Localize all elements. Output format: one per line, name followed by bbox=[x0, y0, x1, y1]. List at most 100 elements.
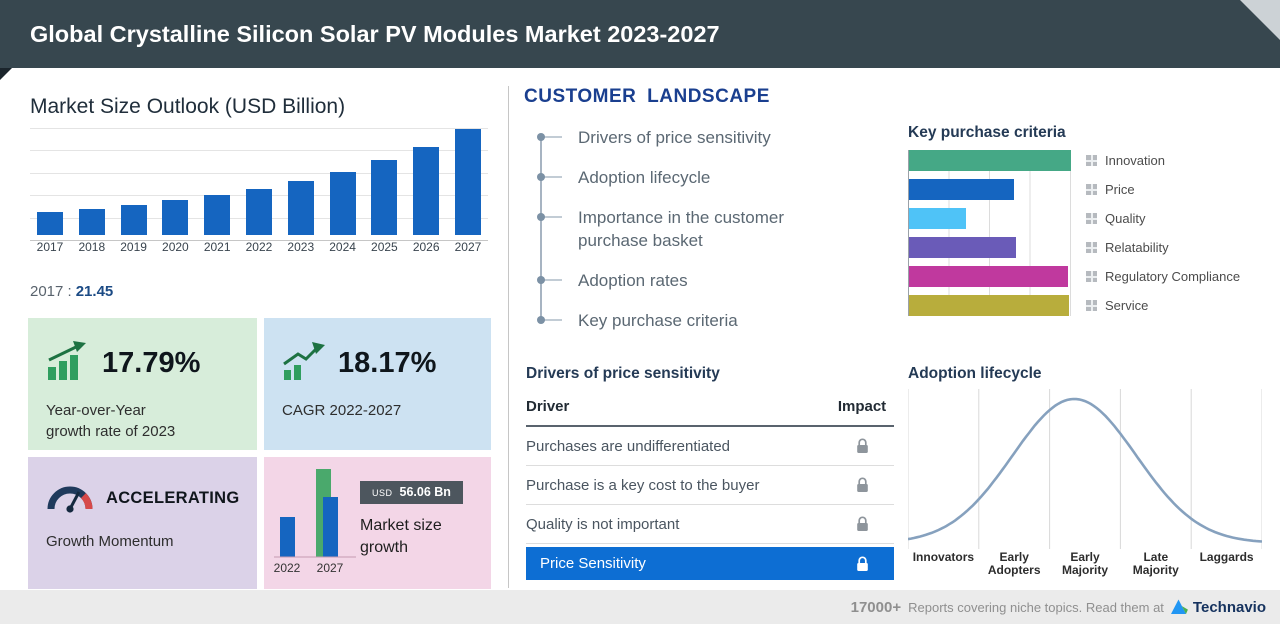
adoption-lifecycle-title: Adoption lifecycle bbox=[908, 365, 1042, 382]
reports-count: 17000+ bbox=[850, 598, 902, 616]
kpc-bar-price bbox=[909, 179, 1015, 200]
kpc-bar-row bbox=[909, 266, 1071, 287]
market-bar-2023 bbox=[287, 181, 314, 235]
legend-grid-icon bbox=[1086, 300, 1097, 311]
impact-cell bbox=[830, 556, 894, 572]
kpc-bar-service bbox=[909, 295, 1070, 316]
market-bar-year-label: 2027 bbox=[454, 240, 482, 254]
growth-label-line1: Market size bbox=[360, 517, 442, 534]
landscape-item-purchase-basket: Importance in the customer purchase bask… bbox=[537, 206, 820, 252]
market-bar-column: 2026 bbox=[411, 128, 441, 260]
ribbon-fold-icon bbox=[0, 68, 12, 80]
yoy-value: 17.79% bbox=[102, 347, 201, 379]
drivers-table-header: Driver Impact bbox=[526, 394, 894, 427]
market-bar-2022 bbox=[245, 189, 272, 235]
trend-arrow-icon bbox=[282, 340, 326, 387]
stat-cards: 17.79% Year-over-Year growth rate of 202… bbox=[28, 318, 492, 589]
speedometer-icon bbox=[46, 479, 94, 518]
kpc-legend-label: Innovation bbox=[1105, 153, 1165, 168]
landscape-item-adoption-rates: Adoption rates bbox=[537, 269, 820, 292]
landscape-item-label: Adoption lifecycle bbox=[578, 168, 711, 187]
legend-grid-icon bbox=[1086, 242, 1097, 253]
driver-column-header: Driver bbox=[526, 398, 570, 415]
market-growth-card: 2022 2027 USD 56.06 Bn Market size growt… bbox=[264, 457, 491, 589]
badge-value: 56.06 Bn bbox=[399, 485, 451, 499]
kpc-legend-item: Price bbox=[1086, 179, 1268, 200]
footer-bar: 17000+ Reports covering niche topics. Re… bbox=[0, 590, 1280, 624]
yoy-label-line1: Year-over-Year bbox=[46, 402, 146, 419]
kpc-legend-label: Regulatory Compliance bbox=[1105, 269, 1241, 284]
landscape-item-label: Importance in the customer purchase bask… bbox=[578, 208, 784, 250]
section-divider bbox=[508, 86, 509, 588]
cagr-value: 18.17% bbox=[338, 347, 437, 379]
market-bar-column: 2017 bbox=[35, 128, 65, 260]
badge-currency: USD bbox=[372, 488, 393, 498]
kpc-legend: Innovation Price Quality Relatability Regula… bbox=[1086, 150, 1268, 324]
market-bar-year-label: 2022 bbox=[245, 240, 273, 254]
kpc-bar-quality bbox=[909, 208, 966, 229]
market-bar-column: 2020 bbox=[160, 128, 190, 260]
adoption-curve-svg bbox=[907, 389, 1263, 549]
lock-icon bbox=[856, 477, 868, 492]
lock-icon bbox=[856, 516, 868, 531]
footer-text: Reports covering niche topics. Read them… bbox=[908, 599, 1164, 615]
highlight-row-label: Price Sensitivity bbox=[540, 555, 646, 572]
kpc-legend-item: Relatability bbox=[1086, 237, 1268, 258]
market-bar-column: 2023 bbox=[286, 128, 316, 260]
market-size-title: Market Size Outlook (USD Billion) bbox=[30, 95, 346, 118]
market-bar-year-label: 2025 bbox=[371, 240, 398, 254]
market-bar-year-label: 2024 bbox=[329, 240, 356, 254]
market-bar-column: 2018 bbox=[77, 128, 107, 260]
cagr-card: 18.17% CAGR 2022-2027 bbox=[264, 318, 491, 450]
momentum-value: ACCELERATING bbox=[106, 489, 240, 507]
yoy-growth-card: 17.79% Year-over-Year growth rate of 202… bbox=[28, 318, 257, 450]
market-bar-chart: 2017 2018 2019 2020 2021 2022 2023 2024 2025 2026… bbox=[30, 128, 488, 260]
market-bar-column: 2024 bbox=[328, 128, 358, 260]
market-bar-2018 bbox=[78, 209, 105, 235]
legend-grid-icon bbox=[1086, 184, 1097, 195]
driver-row: Purchases are undifferentiated bbox=[526, 427, 894, 466]
growth-label: Market size growth bbox=[360, 515, 442, 559]
yoy-label-line2: growth rate of 2023 bbox=[46, 423, 176, 440]
key-purchase-criteria-title: Key purchase criteria bbox=[908, 124, 1066, 141]
kpc-legend-item: Innovation bbox=[1086, 150, 1268, 171]
growth-year-end: 2027 bbox=[317, 561, 344, 575]
impact-cell bbox=[830, 438, 894, 454]
market-bar-2020 bbox=[162, 200, 189, 235]
market-bar-2019 bbox=[120, 205, 147, 235]
kpc-legend-item: Quality bbox=[1086, 208, 1268, 229]
lock-icon bbox=[856, 438, 868, 453]
kpc-bar-relatability bbox=[909, 237, 1016, 258]
growth-bars-icon bbox=[46, 340, 90, 387]
kpc-legend-item: Service bbox=[1086, 295, 1268, 316]
market-bar-2025 bbox=[371, 160, 398, 235]
h-gridline bbox=[30, 150, 488, 151]
market-bar-column: 2022 bbox=[244, 128, 274, 260]
x-axis-line bbox=[30, 240, 488, 241]
growth-label-line2: growth bbox=[360, 539, 409, 556]
adoption-lifecycle-chart bbox=[907, 389, 1263, 549]
landscape-item-price-sensitivity: Drivers of price sensitivity bbox=[537, 126, 820, 149]
h-gridline bbox=[30, 173, 488, 174]
kpc-bar-regulatory-compliance bbox=[909, 266, 1068, 287]
legend-grid-icon bbox=[1086, 155, 1097, 166]
adoption-stage-label: Laggards bbox=[1199, 550, 1254, 564]
kpc-legend-label: Service bbox=[1105, 298, 1149, 313]
driver-row: Quality is not important bbox=[526, 505, 894, 544]
market-bar-year-label: 2018 bbox=[78, 240, 106, 254]
base-year-value: 21.45 bbox=[75, 283, 114, 300]
price-sensitivity-highlight-row: Price Sensitivity bbox=[526, 547, 894, 580]
landscape-item-label: Key purchase criteria bbox=[578, 311, 738, 330]
impact-column-header: Impact bbox=[837, 398, 887, 415]
technavio-logo-icon bbox=[1170, 599, 1188, 614]
kpc-legend-label: Quality bbox=[1105, 211, 1146, 226]
kpc-bar-row bbox=[909, 208, 1071, 229]
header: Global Crystalline Silicon Solar PV Modu… bbox=[0, 0, 1280, 68]
landscape-item-label: Adoption rates bbox=[578, 271, 688, 290]
growth-momentum-card: ACCELERATING Growth Momentum bbox=[28, 457, 257, 589]
drivers-table: Driver Impact Purchases are undifferenti… bbox=[526, 394, 894, 580]
adoption-labels: Innovators Early Adopters Early Majority La… bbox=[908, 551, 1262, 577]
adoption-stage-label: Innovators bbox=[912, 550, 975, 564]
market-bar-column: 2019 bbox=[119, 128, 149, 260]
kpc-bar-innovation bbox=[909, 150, 1071, 171]
